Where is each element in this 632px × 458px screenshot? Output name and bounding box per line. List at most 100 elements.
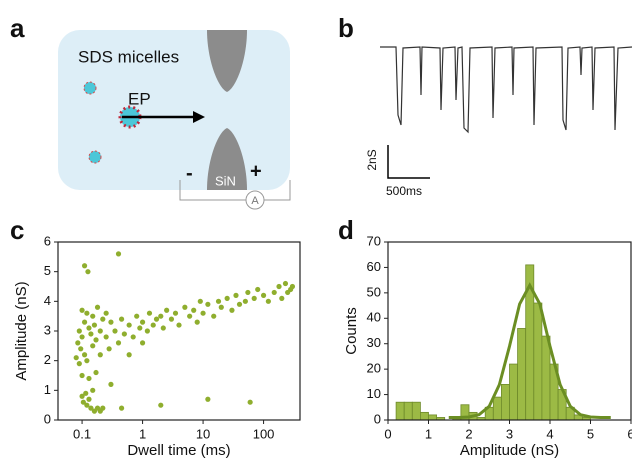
point (164, 307, 170, 313)
scale-bar (387, 145, 430, 179)
point (86, 325, 92, 331)
point (79, 334, 85, 340)
point (106, 346, 112, 352)
point (279, 295, 285, 301)
y-tick-label: 6 (44, 233, 51, 248)
y-tick-label: 20 (367, 361, 381, 376)
point (215, 298, 222, 304)
point (276, 283, 282, 290)
point (126, 352, 132, 358)
x-axis-title: Amplitude (nS) (460, 442, 559, 458)
diagram-title: SDS micelles (78, 47, 179, 66)
point (93, 369, 99, 376)
point (146, 310, 153, 316)
bar (541, 335, 551, 421)
y-tick-label: 50 (367, 284, 381, 299)
point (100, 405, 106, 411)
point (242, 298, 248, 304)
point (139, 319, 146, 325)
point (97, 352, 103, 358)
y-tick-label: 2 (44, 352, 51, 367)
point (200, 310, 206, 316)
point (245, 289, 251, 296)
point (79, 372, 85, 379)
point (79, 393, 85, 399)
point (182, 304, 188, 310)
point (158, 402, 164, 408)
point (90, 343, 96, 349)
ammeter-label: A (251, 195, 259, 207)
scale-x-label: 500ms (386, 184, 422, 198)
point (103, 334, 109, 340)
bar (411, 401, 421, 421)
y-tick-label: 0 (44, 411, 51, 426)
bar (403, 401, 413, 421)
point (255, 286, 261, 293)
point (81, 319, 88, 325)
point (187, 313, 193, 319)
point (118, 316, 125, 322)
point (100, 316, 106, 322)
point (81, 263, 88, 269)
x-tick-label: 1 (425, 426, 432, 441)
bar (517, 328, 527, 421)
point (108, 319, 114, 325)
bar (395, 401, 405, 421)
point (115, 340, 122, 346)
point (73, 355, 79, 361)
point (144, 328, 150, 334)
y-tick-label: 60 (367, 259, 381, 274)
y-tick-label: 4 (44, 293, 51, 308)
point (191, 307, 197, 313)
point (150, 322, 156, 328)
point (91, 322, 98, 328)
point (137, 325, 143, 331)
point (153, 316, 160, 322)
point (247, 399, 253, 405)
point (289, 283, 296, 290)
scale-y-label: 2nS (365, 149, 379, 170)
membrane-label: SiN (215, 173, 236, 188)
point (103, 310, 109, 316)
minus: - (186, 162, 193, 184)
point (78, 346, 84, 352)
x-tick-label: 6 (627, 426, 632, 441)
plus: + (250, 160, 262, 182)
point (176, 322, 182, 328)
bar (533, 302, 543, 421)
y-axis-title: Counts (343, 307, 360, 355)
point (158, 313, 164, 319)
y-tick-label: 1 (44, 382, 51, 397)
x-tick-label: 0 (384, 426, 391, 441)
y-tick-label: 0 (374, 411, 381, 426)
point (90, 313, 96, 319)
plot-frame (57, 241, 301, 421)
bar (492, 396, 502, 421)
point (81, 352, 88, 358)
point (88, 331, 94, 337)
point (271, 289, 277, 296)
point (130, 334, 136, 340)
point (112, 328, 118, 334)
point (134, 313, 140, 319)
arrow-head (193, 111, 205, 123)
fit-line (448, 282, 611, 419)
point (121, 331, 127, 337)
point (97, 328, 103, 334)
point (84, 402, 90, 408)
point (233, 292, 239, 298)
y-axis-title: Amplitude (nS) (13, 281, 30, 380)
point (139, 340, 146, 346)
point (76, 328, 82, 334)
point (251, 295, 257, 301)
point (205, 301, 211, 307)
current-trace (380, 46, 632, 134)
x-tick-label: 3 (506, 426, 513, 441)
circuit (179, 180, 291, 201)
point (86, 375, 92, 382)
point (93, 337, 99, 343)
pore-top (207, 30, 247, 92)
x-tick-label: 2 (465, 426, 472, 441)
point (197, 298, 203, 304)
